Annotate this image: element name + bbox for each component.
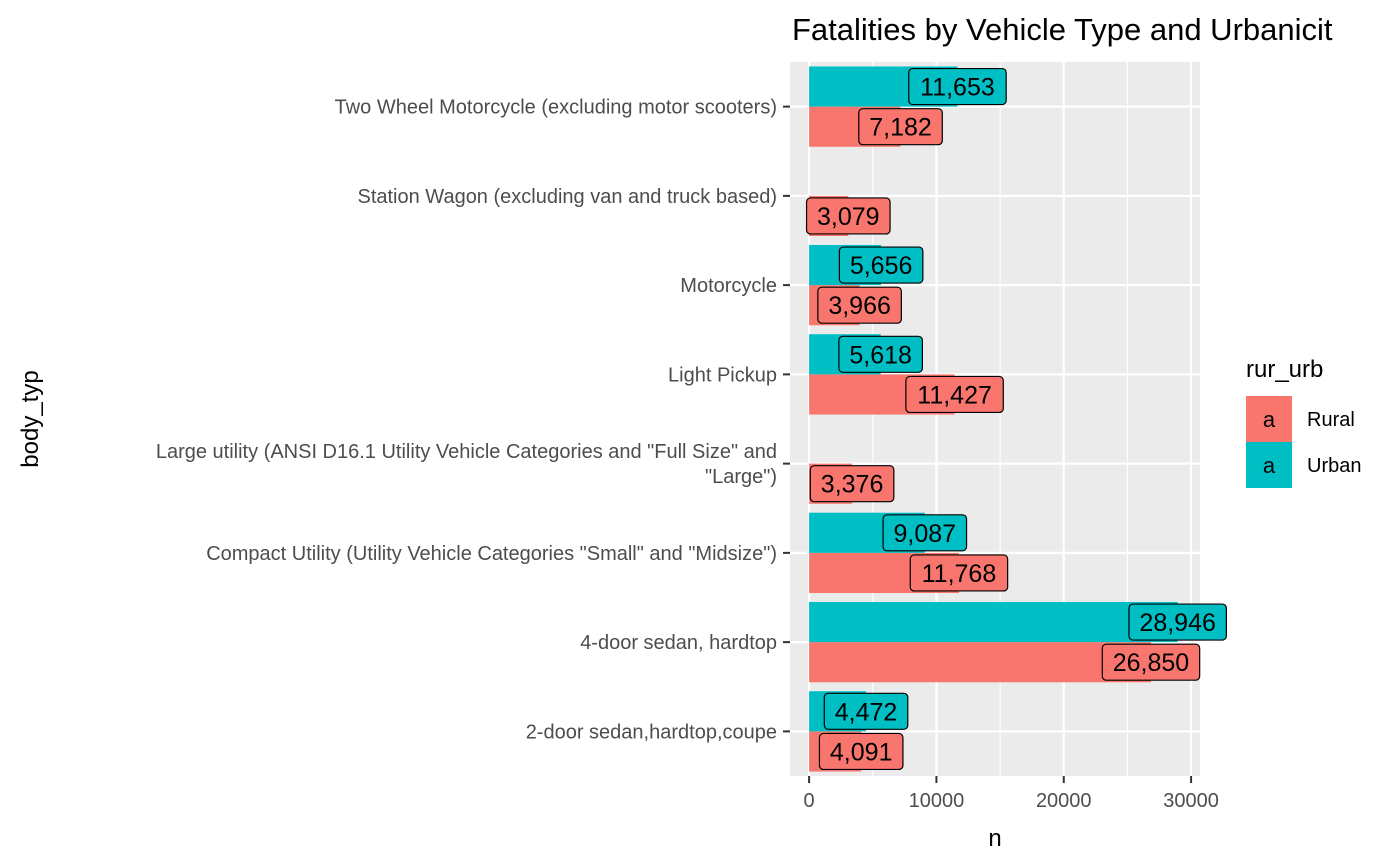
data-label-rural: 3,376 [809, 465, 895, 503]
legend-key-glyph: a [1263, 407, 1276, 432]
data-label-text: 4,091 [830, 738, 893, 766]
legend-label: Rural [1307, 409, 1355, 431]
y-tick-label: Two Wheel Motorcycle (excluding motor sc… [335, 97, 777, 119]
y-axis: 2-door sedan,hardtop,coupe 4-door sedan, … [156, 97, 790, 743]
data-label-box [1128, 603, 1227, 641]
data-label-text: 5,618 [849, 341, 912, 369]
data-label-box [838, 335, 923, 373]
data-label-rural: 11,427 [905, 375, 1004, 414]
y-tick-label-line: 4-door sedan, hardtop [580, 632, 777, 654]
chart-title: Fatalities by Vehicle Type and Urbanicit [792, 12, 1333, 47]
y-tick-label: Large utility (ANSI D16.1 Utility Vehicl… [156, 441, 777, 488]
y-axis-title: body_typ [17, 370, 44, 467]
y-tick-label-line: Motorcycle [680, 275, 777, 297]
data-label-text: 9,087 [894, 520, 957, 548]
data-label-box [905, 375, 1004, 414]
y-tick-label: Motorcycle [680, 275, 777, 297]
data-label-rural: 3,079 [805, 197, 891, 235]
y-tick-label: 2-door sedan,hardtop,coupe [526, 721, 777, 743]
y-tick-label: Light Pickup [668, 364, 777, 386]
data-label-box [823, 692, 909, 730]
x-tick-label: 20000 [1036, 790, 1092, 812]
y-tick-label-line: "Large") [705, 466, 777, 488]
data-label-box [908, 67, 1007, 106]
y-tick-label-line: Large utility (ANSI D16.1 Utility Vehicl… [156, 441, 777, 463]
legend-items: a Rural a Urban [1246, 396, 1361, 488]
plot-panel [790, 62, 1200, 776]
y-tick-label: 4-door sedan, hardtop [580, 632, 777, 654]
x-axis-title: n [988, 825, 1001, 852]
data-label-text: 7,182 [869, 114, 932, 142]
data-label-box [809, 465, 895, 503]
data-label-box [805, 197, 891, 235]
data-label-text: 28,946 [1139, 609, 1215, 637]
data-label-urban: 11,653 [908, 67, 1007, 106]
y-tick-label-line: Light Pickup [668, 364, 777, 386]
data-label-urban: 28,946 [1128, 603, 1227, 641]
data-label-text: 3,966 [828, 292, 891, 320]
legend-label: Urban [1307, 455, 1361, 477]
data-label-urban: 4,472 [823, 692, 909, 730]
data-label-urban: 5,656 [838, 246, 924, 284]
data-label-box [858, 108, 943, 146]
data-label-urban: 5,618 [838, 335, 923, 373]
data-label-box [909, 554, 1009, 592]
data-label-box [817, 286, 902, 324]
data-label-text: 11,427 [917, 381, 992, 409]
bar-rural [809, 642, 1151, 683]
legend-key [1246, 442, 1292, 488]
data-label-box [838, 246, 924, 284]
data-label-text: 11,653 [920, 74, 995, 102]
legend-title: rur_urb [1246, 356, 1323, 383]
data-label-rural: 7,182 [858, 108, 943, 146]
data-label-rural: 3,966 [817, 286, 902, 324]
data-label-text: 4,472 [835, 698, 898, 726]
legend-key-glyph: a [1263, 453, 1276, 478]
legend-item-urban: a Urban [1246, 442, 1361, 488]
x-tick-label: 30000 [1163, 790, 1219, 812]
data-label-text: 5,656 [850, 252, 913, 280]
data-label-rural: 26,850 [1101, 643, 1201, 681]
data-label-text: 11,768 [922, 560, 997, 588]
legend-key [1246, 396, 1292, 442]
data-label-urban: 9,087 [882, 514, 968, 552]
y-tick-label-line: Station Wagon (excluding van and truck b… [357, 186, 777, 208]
data-label-box [818, 732, 904, 771]
data-label-box [1101, 643, 1201, 681]
data-label-rural: 11,768 [909, 554, 1009, 592]
y-tick-label-line: Compact Utility (Utility Vehicle Categor… [206, 543, 777, 565]
y-tick-label-line: 2-door sedan,hardtop,coupe [526, 721, 777, 743]
bar-urban [809, 601, 1178, 643]
data-label-text: 3,376 [821, 471, 884, 499]
x-tick-label: 10000 [909, 790, 965, 812]
data-label-box [882, 514, 968, 552]
data-label-rural: 4,091 [818, 732, 904, 771]
x-axis: 0 10000 20000 30000 [804, 776, 1219, 812]
y-tick-label-line: Two Wheel Motorcycle (excluding motor sc… [335, 97, 777, 119]
data-label-text: 3,079 [817, 203, 880, 231]
legend-item-rural: a Rural [1246, 396, 1355, 442]
data-label-text: 26,850 [1113, 649, 1189, 677]
y-tick-label: Station Wagon (excluding van and truck b… [357, 186, 777, 208]
data-labels: 4,091 26,850 11,768 3,376 11,427 3,966 3,079 7,… [805, 67, 1227, 771]
x-tick-label: 0 [804, 790, 815, 812]
legend: rur_urb a Rural a Urban [1246, 356, 1361, 488]
y-tick-label: Compact Utility (Utility Vehicle Categor… [206, 543, 777, 565]
